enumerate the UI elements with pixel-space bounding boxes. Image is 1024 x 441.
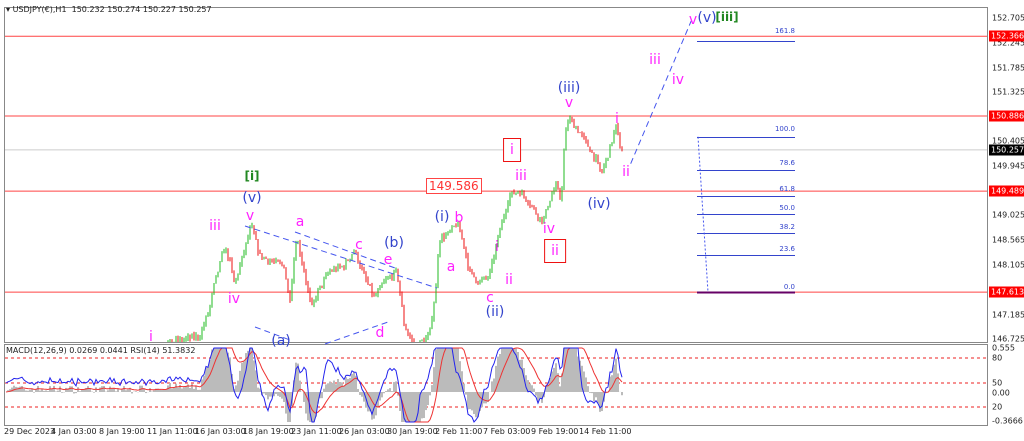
fib-label: 50.0 — [779, 204, 795, 212]
time-tick: 7 Feb 03:00 — [483, 427, 531, 436]
wave-label: ii — [622, 164, 630, 180]
indicator-header: MACD(12,26,9) 0.0269 0.0441 RSI(14) 51.3… — [6, 346, 196, 355]
price-tick: 150.405 — [992, 136, 1024, 146]
fib-label: 100.0 — [774, 125, 795, 133]
price-tick: 152.245 — [992, 38, 1024, 48]
time-tick: 23 Jan 11:00 — [291, 427, 342, 436]
wave-label: (iv) — [587, 196, 611, 212]
wave-label: i — [615, 111, 619, 127]
price-tick: 152.705 — [992, 13, 1024, 23]
triangle-lower-line — [254, 326, 291, 341]
main-panel-frame — [4, 7, 988, 343]
time-tick: 2 Feb 11:00 — [435, 427, 483, 436]
indicator-panel-frame — [4, 344, 988, 426]
level-tag: 147.613 — [989, 286, 1024, 298]
wave-label: (b) — [384, 235, 404, 251]
level-tag: 149.489 — [989, 185, 1024, 197]
time-tick: 16 Jan 03:00 — [195, 427, 246, 436]
indicator-tick: 50 — [992, 378, 1003, 388]
indicator-tick: 0.555 — [992, 343, 1015, 353]
fib-label: 0.0 — [783, 283, 795, 291]
price-tick: 146.725 — [992, 334, 1024, 344]
time-tick: 11 Jan 11:00 — [147, 427, 198, 436]
price-tick: 151.325 — [992, 87, 1024, 97]
rsi-line — [5, 347, 623, 423]
time-tick: 29 Dec 2023 — [4, 427, 56, 436]
wave-label: d — [375, 325, 385, 341]
fib-label: 61.8 — [779, 185, 795, 193]
price-tick: 148.565 — [992, 235, 1024, 245]
price-tick: 148.105 — [992, 260, 1024, 270]
level-tag: 152.366 — [989, 30, 1024, 42]
time-tick: 14 Feb 11:00 — [579, 427, 632, 436]
time-tick: 4 Jan 03:00 — [51, 427, 97, 436]
time-tick: 26 Jan 03:00 — [339, 427, 390, 436]
wave-label: [iii] — [715, 10, 739, 24]
time-tick: 9 Feb 19:00 — [531, 427, 579, 436]
time-tick: 18 Jan 19:00 — [243, 427, 294, 436]
wave-label: c — [486, 290, 494, 306]
wave-label: e — [383, 252, 393, 268]
indicator-tick: 0.00 — [992, 388, 1010, 398]
price-marker-label: 149.586 — [426, 178, 482, 194]
time-tick: 30 Jan 19:00 — [387, 427, 438, 436]
fib-label: 78.6 — [779, 159, 795, 167]
fib-label: 38.2 — [779, 223, 795, 231]
wave-label: (iii) — [557, 80, 581, 96]
wave-label: c — [355, 237, 363, 253]
triangle-upper-line — [244, 225, 438, 289]
wave-label: (v) — [242, 190, 262, 206]
ohlc-values: 150.232 150.274 150.227 150.257 — [71, 5, 212, 14]
boxed-wave-label: i — [503, 138, 521, 162]
wave-label: iii — [209, 218, 221, 234]
price-tick: 149.945 — [992, 161, 1024, 171]
wave-label: ii — [505, 272, 513, 288]
wave-label: (ii) — [485, 304, 505, 320]
boxed-wave-label: ii — [544, 239, 566, 263]
wave-label: iv — [671, 72, 685, 88]
wave-label: iii — [649, 52, 661, 68]
wave-label: i — [149, 329, 153, 345]
wave-label: (a) — [271, 333, 291, 349]
wave-label: v — [564, 95, 574, 111]
wave-label: b — [454, 210, 464, 226]
indicator-tick: 80 — [992, 353, 1003, 363]
indicator-tick: -0.3666 — [992, 416, 1023, 426]
triangle-lower-line-2 — [324, 321, 389, 345]
projection-path-line — [630, 20, 692, 164]
current-price-tag: 150.257 — [989, 144, 1024, 156]
wave-label: iii — [515, 168, 527, 184]
symbol: USDJPY(€),H1 — [12, 5, 67, 14]
symbol-header: ▾ USDJPY(€),H1 150.232 150.274 150.227 1… — [6, 5, 212, 14]
wave-label: v — [245, 208, 255, 224]
time-tick: 8 Jan 19:00 — [99, 427, 145, 436]
triangle-upper-line-2 — [294, 231, 396, 269]
wave-label: (v) — [697, 10, 717, 26]
level-tag: 150.886 — [989, 110, 1024, 122]
indicator-tick: 20 — [992, 402, 1003, 412]
fib-label: 161.8 — [774, 27, 795, 35]
wave-label: a — [446, 259, 456, 275]
wave-label: (i) — [434, 209, 450, 225]
wave-label: a — [295, 214, 305, 230]
price-tick: 149.025 — [992, 210, 1024, 220]
fib-anchor-line — [697, 136, 709, 293]
macd-signal-line — [5, 347, 623, 423]
wave-label: iv — [542, 221, 556, 237]
wave-label: iv — [227, 291, 241, 307]
price-tick: 151.785 — [992, 63, 1024, 73]
fib-label: 23.6 — [779, 245, 795, 253]
wave-label: i — [495, 239, 499, 255]
price-tick: 147.185 — [992, 310, 1024, 320]
wave-label: [i] — [244, 169, 260, 183]
wave-label: v — [688, 12, 698, 28]
